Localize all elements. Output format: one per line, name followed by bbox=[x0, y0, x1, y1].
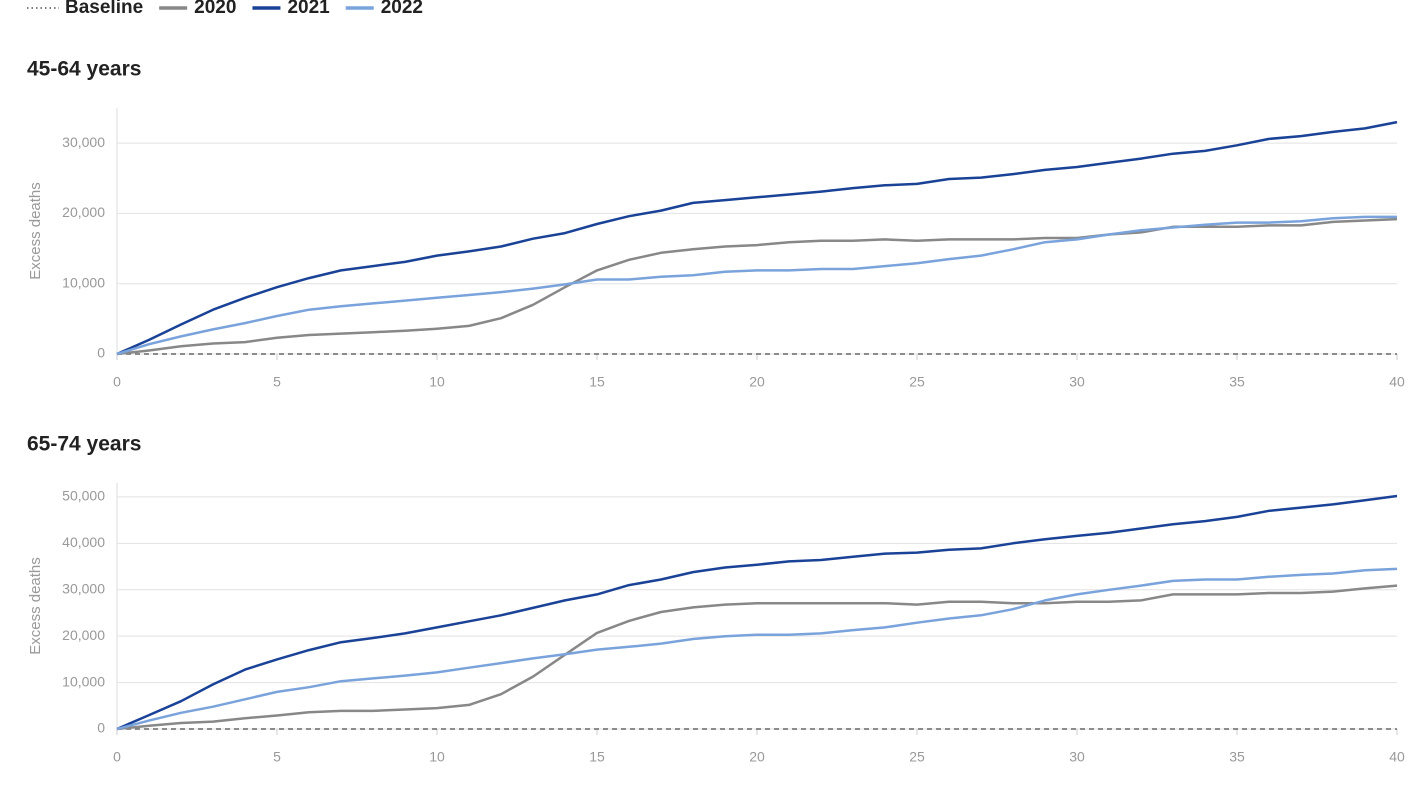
x-tick-label: 30 bbox=[1069, 749, 1085, 765]
y-tick-label: 30,000 bbox=[62, 134, 105, 150]
x-tick-label: 25 bbox=[909, 374, 925, 390]
panel-title: 45-64 years bbox=[27, 58, 141, 81]
legend-label: 2020 bbox=[194, 0, 236, 18]
x-tick-label: 5 bbox=[273, 374, 281, 390]
y-tick-label: 20,000 bbox=[62, 204, 105, 220]
x-tick-label: 15 bbox=[589, 374, 605, 390]
x-tick-label: 10 bbox=[429, 749, 445, 765]
line-series bbox=[116, 215, 1397, 356]
x-tick-label: 10 bbox=[429, 374, 445, 390]
legend-label: 2022 bbox=[381, 0, 423, 18]
panel-title: 65-74 years bbox=[27, 433, 141, 456]
y-tick-label: 10,000 bbox=[62, 673, 105, 689]
y-tick-label: 30,000 bbox=[62, 580, 105, 596]
x-tick-label: 20 bbox=[749, 374, 765, 390]
x-tick-label: 35 bbox=[1229, 749, 1245, 765]
y-axis-label: Excess deaths bbox=[27, 557, 44, 655]
line-series bbox=[116, 567, 1398, 731]
line-series bbox=[116, 120, 1398, 356]
x-tick-label: 30 bbox=[1069, 374, 1085, 390]
y-axis-label: Excess deaths bbox=[27, 182, 44, 280]
x-tick-label: 35 bbox=[1229, 374, 1245, 390]
y-tick-label: 50,000 bbox=[62, 488, 105, 504]
x-tick-label: 5 bbox=[273, 749, 281, 765]
x-tick-label: 15 bbox=[589, 749, 605, 765]
y-tick-label: 40,000 bbox=[62, 534, 105, 550]
y-tick-label: 0 bbox=[97, 720, 105, 736]
x-tick-label: 40 bbox=[1389, 374, 1405, 390]
line-series bbox=[116, 584, 1398, 731]
x-tick-label: 0 bbox=[113, 749, 121, 765]
x-tick-label: 25 bbox=[909, 749, 925, 765]
line-series bbox=[116, 217, 1398, 356]
legend-label: 2021 bbox=[287, 0, 330, 18]
y-tick-label: 20,000 bbox=[62, 627, 105, 643]
legend-label: Baseline bbox=[65, 0, 143, 18]
y-tick-label: 10,000 bbox=[62, 274, 105, 290]
x-tick-label: 0 bbox=[113, 374, 121, 390]
x-tick-label: 40 bbox=[1389, 749, 1405, 765]
x-tick-label: 20 bbox=[749, 749, 765, 765]
line-series bbox=[116, 494, 1398, 731]
y-tick-label: 0 bbox=[97, 345, 105, 361]
